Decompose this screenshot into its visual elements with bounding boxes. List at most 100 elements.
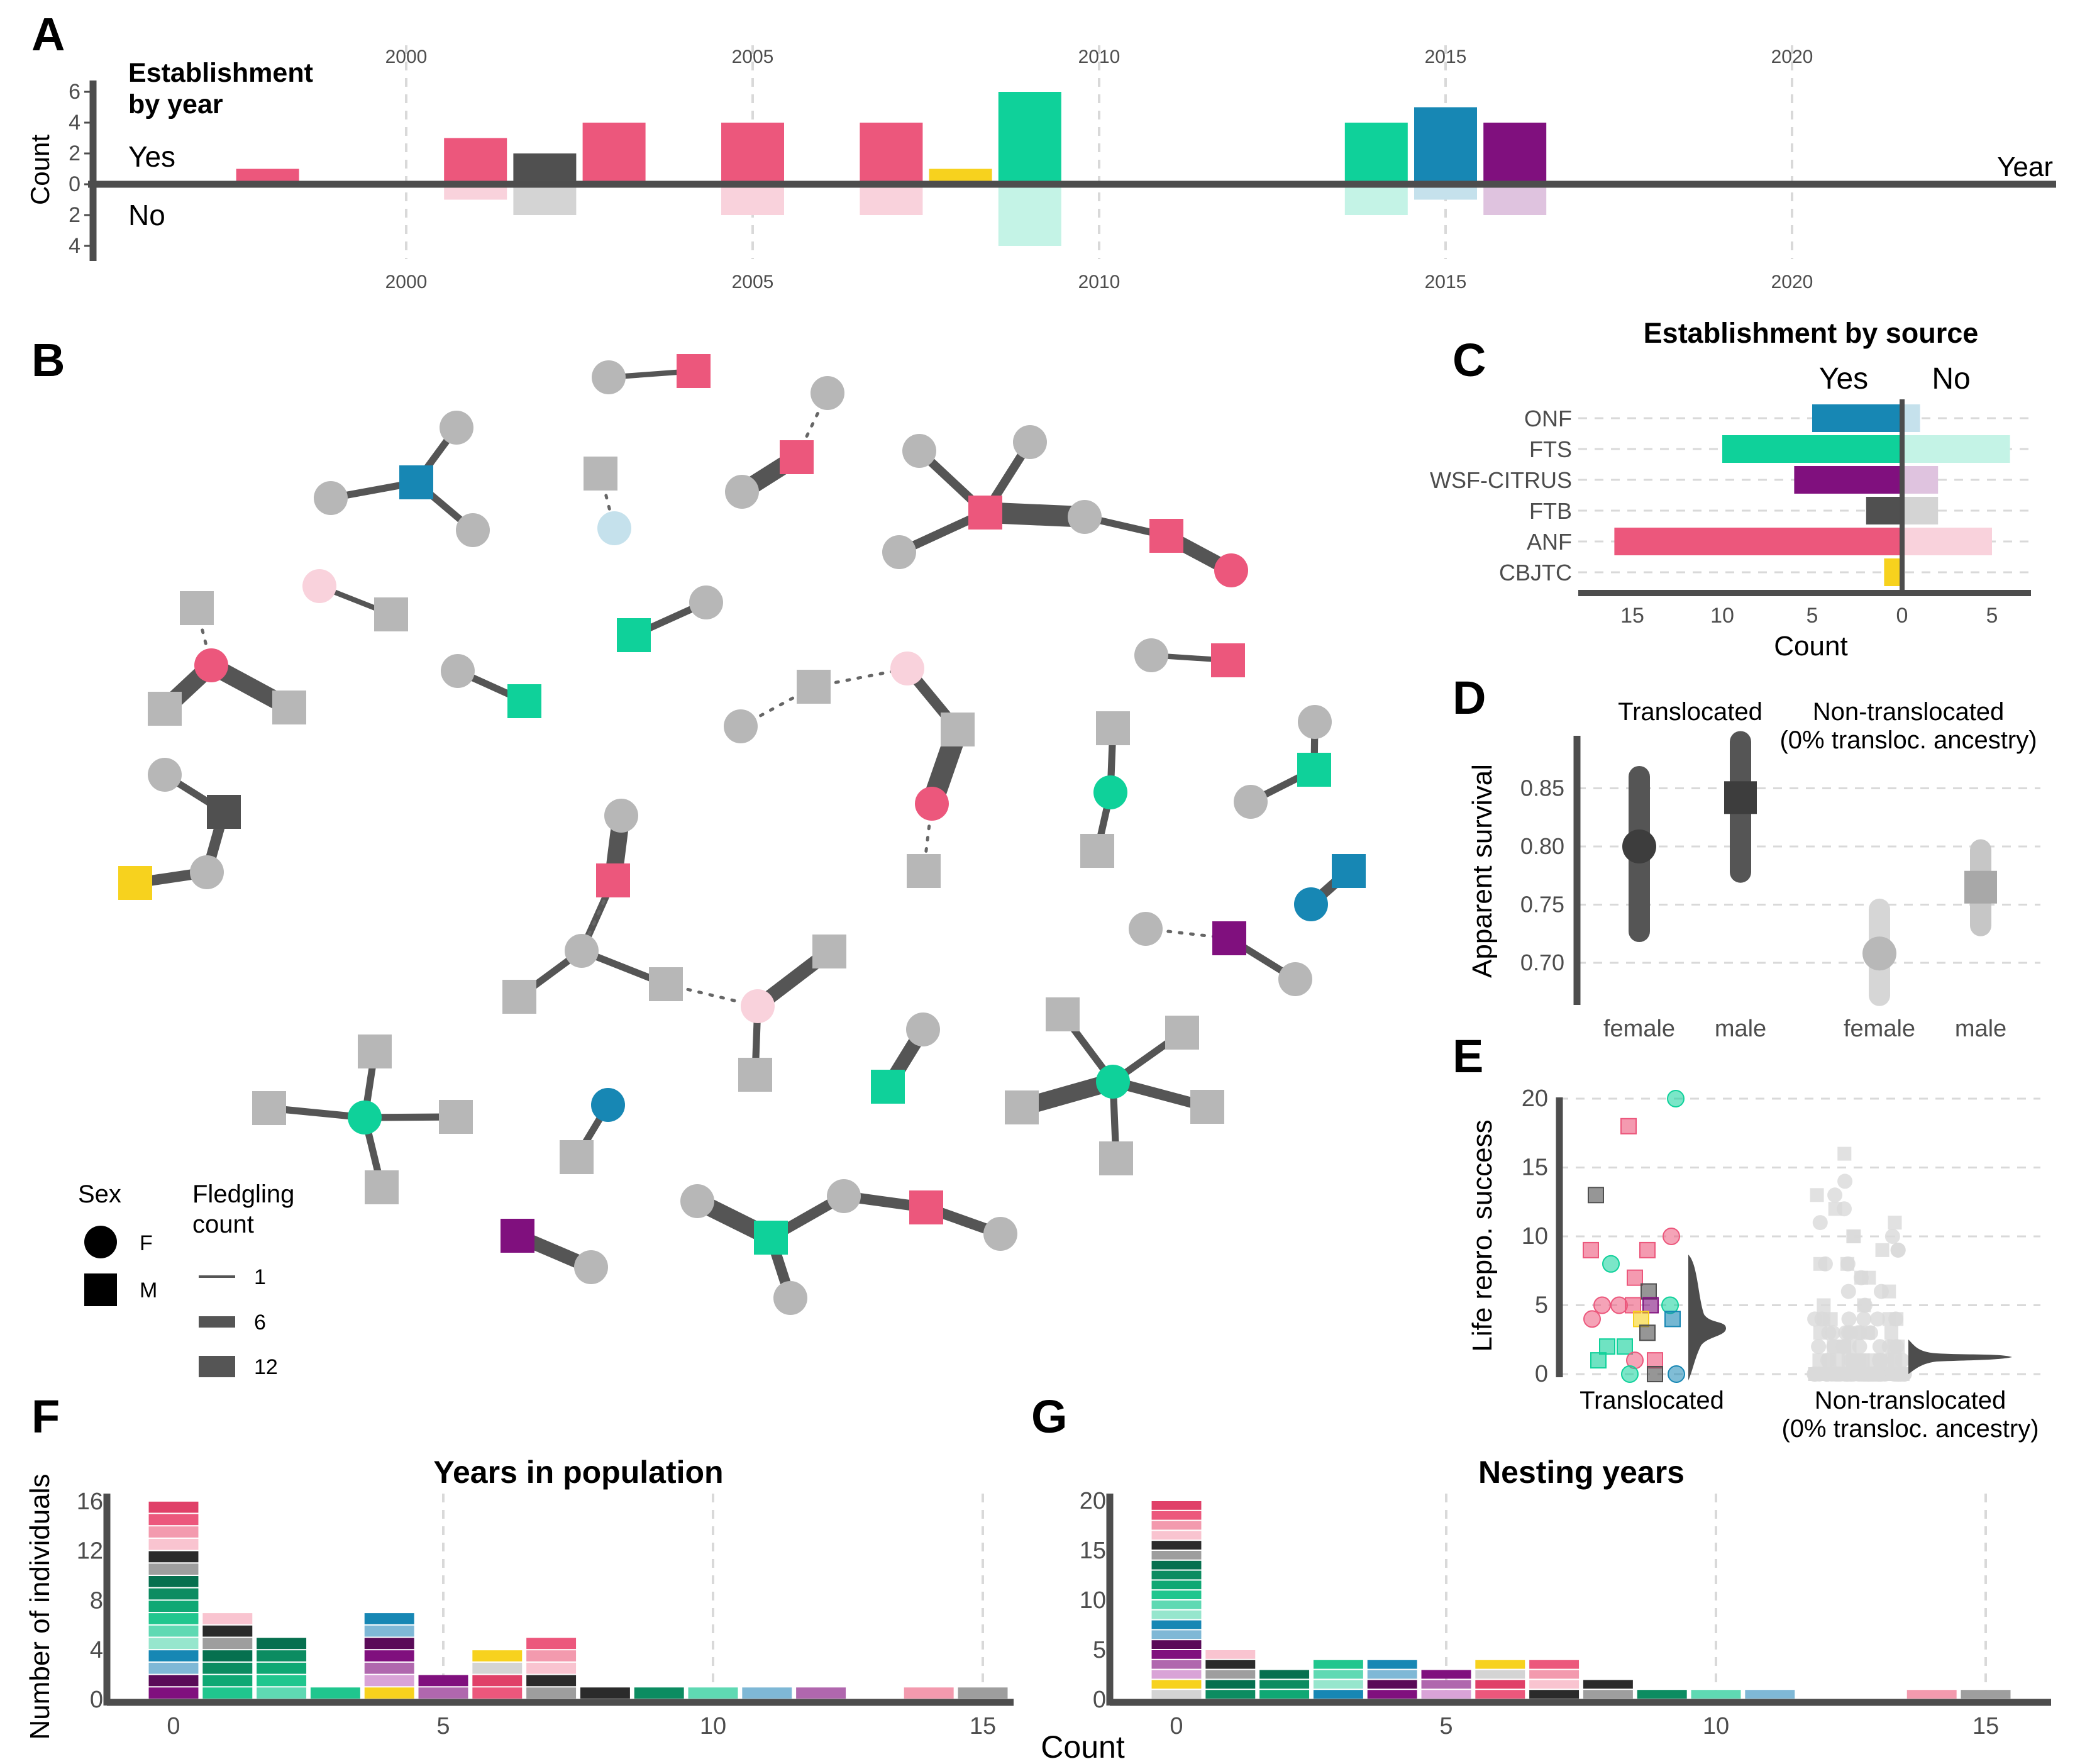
panel-f-bar-segment <box>364 1687 414 1699</box>
panel-e-x-label-non-translocated-line2: (0% transloc. ancestry) <box>1781 1415 2039 1443</box>
network-node-female-circle <box>1278 962 1312 996</box>
panel-g-bar-segment <box>1151 1650 1202 1659</box>
panel-g-x-tick: 10 <box>1703 1713 1729 1739</box>
panel-f-bar-segment <box>904 1687 954 1699</box>
panel-c-bar-no <box>1902 466 1939 494</box>
panel-g-bar-segment <box>1151 1670 1202 1679</box>
panel-a-y-tick: 6 <box>69 80 80 104</box>
network-node-male-square <box>1096 711 1130 745</box>
panel-e-point-non-translocated <box>1890 1242 1906 1258</box>
panel-a-x-tick-bottom: 2015 <box>1425 272 1467 292</box>
panel-f-y-tick: 16 <box>77 1489 103 1515</box>
panel-f-bar-segment <box>364 1650 414 1661</box>
panel-a-bar-yes <box>1483 123 1547 184</box>
panel-e-point-non-translocated <box>1888 1216 1902 1230</box>
network-node-male-square <box>780 440 814 474</box>
network-node-male-square <box>501 1219 534 1253</box>
panel-e-point-non-translocated <box>1879 1353 1894 1368</box>
panel-d-x-tick: female <box>1844 1016 1915 1042</box>
panel-g-x-tick: 15 <box>1973 1713 1999 1739</box>
panel-g-bar-segment <box>1151 1551 1202 1560</box>
network-node-male-square <box>941 713 975 746</box>
panel-e-point-non-translocated <box>1835 1339 1851 1355</box>
legend-edge-1-label: 1 <box>254 1265 266 1289</box>
network-node-male-square <box>148 692 182 726</box>
panel-e-point-translocated <box>1599 1338 1615 1355</box>
panel-a-x-tick-bottom: 2005 <box>732 272 774 292</box>
panel-f-bar-segment <box>148 1613 199 1624</box>
panel-e-point-non-translocated <box>1812 1215 1828 1231</box>
panel-f-bar-segment <box>634 1687 684 1699</box>
legend-fledgling-title-line1: Fledgling <box>192 1180 294 1208</box>
panel-c-x-tick: 0 <box>1896 604 1908 628</box>
panel-f-bar-segment <box>202 1613 253 1624</box>
panel-f-bar-segment <box>257 1687 307 1699</box>
panel-letter-f: F <box>31 1390 60 1443</box>
panel-a-x-tick-top: 2000 <box>385 47 428 67</box>
panel-a-establishment-by-year: 0 2 4 6 2 4 2000 2000 2005 2005 2010 2010 2015 2015 2… <box>25 45 2056 292</box>
panel-g-bar-segment <box>1151 1511 1202 1520</box>
panel-f-title: Years in population <box>433 1455 723 1490</box>
panel-d-x-tick: male <box>1955 1016 2006 1042</box>
panel-e-point-non-translocated <box>1837 1146 1852 1161</box>
panel-g-bar-segment <box>1529 1660 1580 1669</box>
panel-e-point-non-translocated <box>1891 1340 1905 1354</box>
panel-b-legend: Sex F M Fledgling count 1 6 12 <box>78 1180 294 1379</box>
panel-c-x-tick: 5 <box>1986 604 1998 628</box>
panel-f-bar-segment <box>257 1662 307 1674</box>
panel-a-x-tick-bottom: 2020 <box>1771 272 1813 292</box>
panel-c-bar-yes <box>1794 466 1902 494</box>
panel-f-bar-segment <box>202 1687 253 1699</box>
panel-letter-g: G <box>1031 1390 1068 1443</box>
panel-f-bar-segment <box>148 1538 199 1550</box>
legend-female-label: F <box>140 1231 153 1255</box>
panel-f-bar-segment <box>472 1650 523 1661</box>
panel-e-point-non-translocated <box>1862 1270 1876 1285</box>
panel-e-point-non-translocated <box>1814 1311 1830 1327</box>
panel-a-bar-yes <box>998 92 1061 184</box>
panel-g-bar-segment <box>1529 1680 1580 1689</box>
panel-e-point-translocated <box>1642 1297 1659 1314</box>
panel-e-point-translocated <box>1647 1366 1663 1382</box>
panel-f-bar-segment <box>148 1625 199 1637</box>
panel-g-bar-segment <box>1421 1680 1471 1689</box>
network-node-male-square <box>272 691 306 724</box>
panel-e-point-translocated <box>1639 1241 1656 1258</box>
panel-e-point-non-translocated <box>1861 1367 1877 1382</box>
panel-g-bar-segment <box>1313 1680 1363 1689</box>
panel-a-bar-yes <box>721 123 784 184</box>
legend-edge-6-label: 6 <box>254 1311 266 1334</box>
panel-c-x-tick: 5 <box>1807 604 1818 628</box>
network-node-female-circle <box>680 1184 714 1218</box>
panel-a-title-line1: Establishment <box>128 58 313 88</box>
panel-g-bar-segment <box>1906 1690 1957 1699</box>
panel-a-y-tick: 4 <box>69 234 80 258</box>
network-node-male-square <box>118 866 152 900</box>
network-node-male-square <box>649 967 683 1001</box>
network-node-male-square <box>968 496 1002 530</box>
network-node-female-circle <box>741 989 775 1023</box>
panel-f-bar-segment <box>148 1687 199 1699</box>
panel-e-point-non-translocated <box>1857 1297 1873 1313</box>
network-node-female-circle <box>1068 500 1102 534</box>
panel-e-y-tick: 15 <box>1522 1155 1548 1181</box>
panel-f-bar-segment <box>310 1687 360 1699</box>
panel-f-y-tick: 8 <box>90 1587 103 1614</box>
panel-g-bar-segment <box>1259 1670 1310 1679</box>
panel-e-point-translocated <box>1647 1352 1663 1369</box>
panel-e-point-non-translocated <box>1817 1367 1832 1381</box>
panel-a-x-tick-top: 2015 <box>1425 47 1467 67</box>
network-node-female-circle <box>440 411 473 445</box>
panel-letter-b: B <box>31 334 65 386</box>
panel-c-bar-no <box>1902 528 1992 555</box>
panel-a-bar-no <box>998 184 1061 246</box>
network-node-female-circle <box>591 1088 625 1122</box>
panel-e-point-non-translocated <box>1837 1173 1853 1189</box>
panel-f-bar-segment <box>202 1638 253 1650</box>
panel-d-estimate-male <box>1964 870 1997 904</box>
panel-e-point-non-translocated <box>1811 1339 1827 1355</box>
network-node-female-circle <box>882 535 916 569</box>
network-node-male-square <box>1046 997 1080 1031</box>
panel-f-bar-segment <box>148 1650 199 1661</box>
network-node-male-square <box>207 795 241 829</box>
